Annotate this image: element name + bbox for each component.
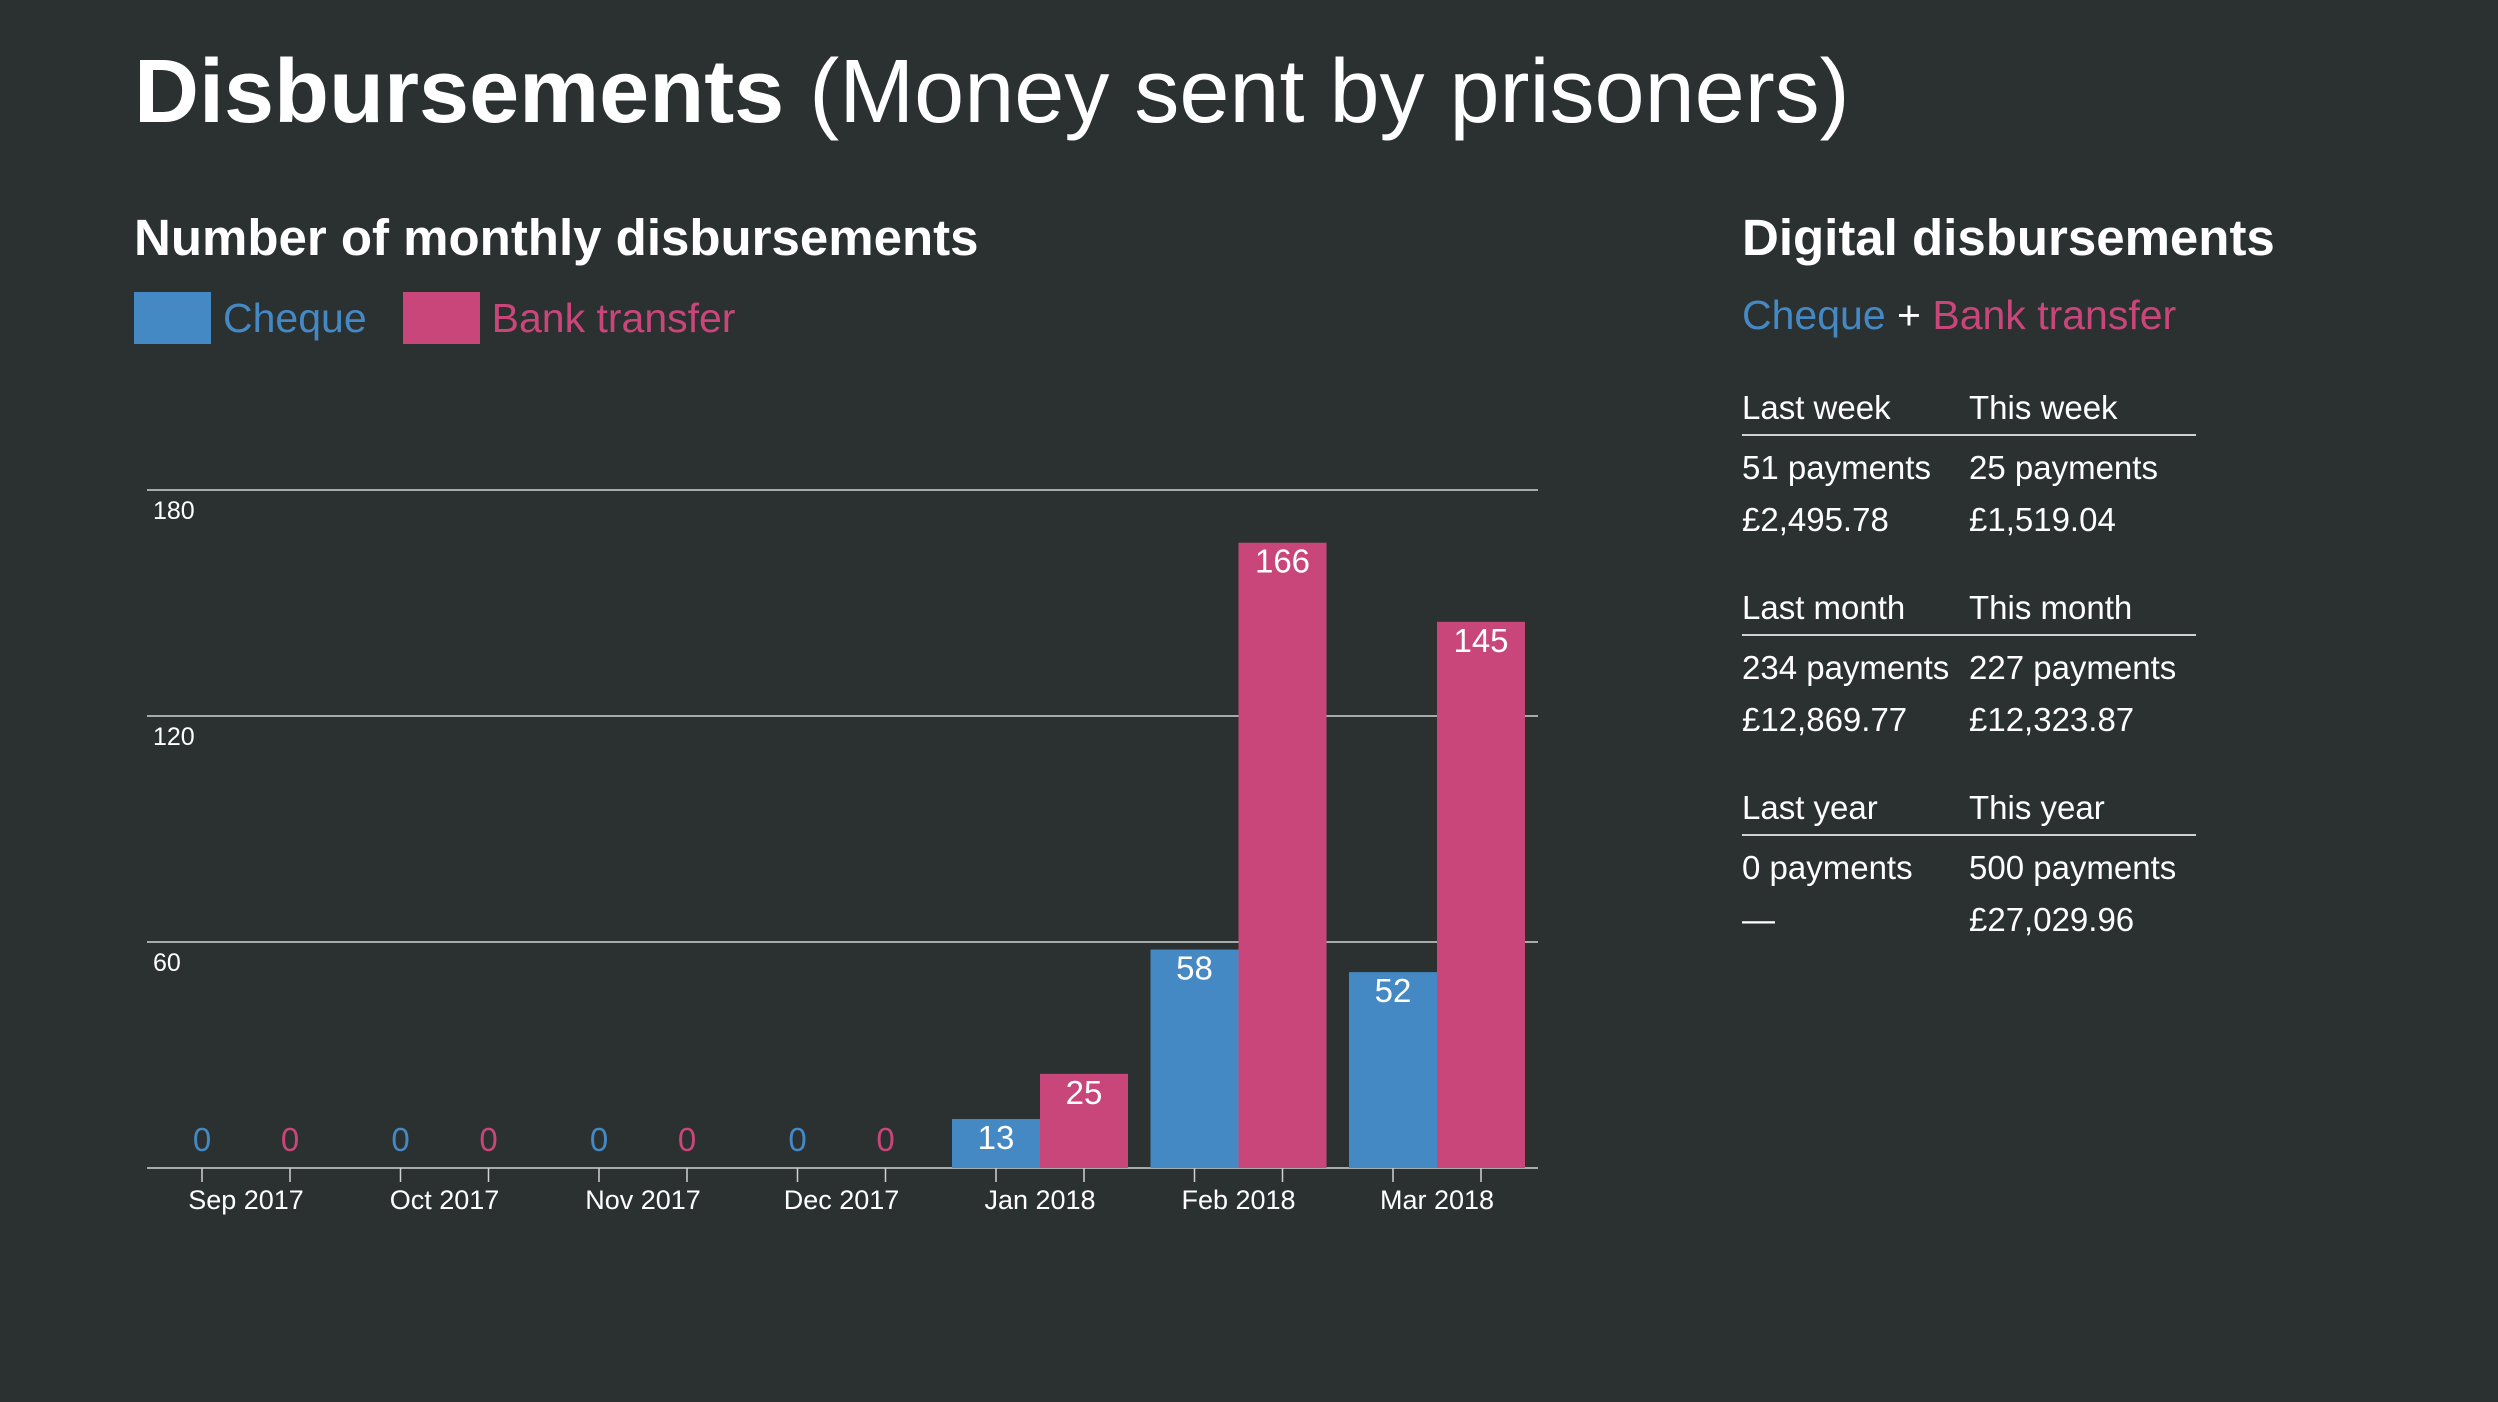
data-label: 166 bbox=[1255, 543, 1310, 580]
bar-bank-transfer bbox=[1040, 1073, 1128, 1168]
period-week: Last week This week 51 payments 25 payme… bbox=[1742, 388, 2196, 540]
side-subheading: Cheque + Bank transfer bbox=[1742, 290, 2302, 340]
bar-cheque bbox=[1150, 949, 1239, 1168]
period-prev-count: 234 payments bbox=[1742, 649, 1950, 686]
data-label: 0 bbox=[281, 1121, 299, 1158]
y-tick-label: 120 bbox=[153, 723, 195, 751]
x-tick-label: Mar 2018 bbox=[1380, 1185, 1494, 1215]
legend-item-bank-transfer: Bank transfer bbox=[402, 292, 736, 344]
page-title-subtitle: (Money sent by prisoners) bbox=[784, 42, 1850, 142]
x-tick-label: Jan 2018 bbox=[984, 1185, 1095, 1215]
x-tick-label: Nov 2017 bbox=[585, 1185, 701, 1215]
side-sub-plus: + bbox=[1885, 292, 1933, 338]
bar-cheque bbox=[952, 1119, 1040, 1168]
chart-legend: Cheque Bank transfer bbox=[134, 292, 771, 344]
data-label: 0 bbox=[788, 1121, 806, 1158]
period-curr-amount: £1,519.04 bbox=[1969, 501, 2116, 538]
side-heading: Digital disbursements bbox=[1742, 209, 2275, 266]
page-title: Disbursements (Money sent by prisoners) bbox=[134, 42, 1850, 142]
period-curr-count: 227 payments bbox=[1969, 649, 2177, 686]
legend-label-bank-transfer: Bank transfer bbox=[491, 294, 736, 341]
x-tick-label: Oct 2017 bbox=[390, 1185, 500, 1215]
period-curr-count: 25 payments bbox=[1969, 449, 2158, 486]
legend-label-cheque: Cheque bbox=[223, 294, 367, 341]
bar-cheque bbox=[1349, 972, 1437, 1168]
period-prev-count: 0 payments bbox=[1742, 849, 1913, 886]
digital-disbursements-panel: Digital disbursements Cheque + Bank tran… bbox=[1742, 208, 2302, 940]
period-prev-count: 51 payments bbox=[1742, 449, 1931, 486]
side-sub-cheque: Cheque bbox=[1742, 292, 1886, 338]
data-label: 52 bbox=[1375, 972, 1412, 1009]
period-prev-label: Last year bbox=[1742, 789, 1878, 826]
x-tick-label: Sep 2017 bbox=[188, 1185, 304, 1215]
period-prev-amount: £12,869.77 bbox=[1742, 701, 1908, 738]
period-curr-label: This year bbox=[1969, 789, 2105, 826]
period-prev-amount: £2,495.78 bbox=[1742, 501, 1889, 538]
period-month: Last month This month 234 payments 227 p… bbox=[1742, 588, 2196, 740]
period-year: Last year This year 0 payments 500 payme… bbox=[1742, 788, 2196, 940]
data-label: 0 bbox=[391, 1121, 409, 1158]
data-label: 0 bbox=[193, 1121, 211, 1158]
data-label: 0 bbox=[479, 1121, 497, 1158]
data-label: 25 bbox=[1066, 1074, 1103, 1111]
bar-bank-transfer bbox=[1238, 542, 1327, 1168]
x-tick-label: Feb 2018 bbox=[1181, 1185, 1295, 1215]
period-prev-amount: — bbox=[1742, 901, 1775, 938]
legend-swatch-bank-transfer bbox=[402, 292, 480, 344]
period-prev-label: Last week bbox=[1742, 389, 1891, 426]
period-curr-amount: £12,323.87 bbox=[1969, 701, 2135, 738]
y-tick-label: 180 bbox=[153, 497, 195, 525]
side-sub-bank: Bank transfer bbox=[1932, 292, 2177, 338]
data-label: 13 bbox=[978, 1119, 1015, 1156]
page-title-main: Disbursements bbox=[134, 42, 785, 142]
period-curr-label: This week bbox=[1969, 389, 2118, 426]
data-label: 145 bbox=[1453, 622, 1508, 659]
x-tick-label: Dec 2017 bbox=[784, 1185, 900, 1215]
data-label: 58 bbox=[1176, 950, 1213, 987]
chart-heading: Number of monthly disbursements bbox=[134, 209, 979, 266]
data-label: 0 bbox=[876, 1121, 894, 1158]
bar-bank-transfer bbox=[1437, 621, 1525, 1168]
period-prev-label: Last month bbox=[1742, 589, 1906, 626]
legend-swatch-cheque bbox=[134, 292, 211, 344]
period-curr-amount: £27,029.96 bbox=[1969, 901, 2135, 938]
legend-item-cheque: Cheque bbox=[134, 292, 367, 344]
bar-chart: 60 120 180 Sep 2017 0 0 Oct 2017 0 0 Nov 2017 0 0 De… bbox=[147, 489, 1538, 1215]
data-label: 0 bbox=[590, 1121, 608, 1158]
period-curr-label: This month bbox=[1969, 589, 2133, 626]
period-curr-count: 500 payments bbox=[1969, 849, 2177, 886]
data-label: 0 bbox=[678, 1121, 696, 1158]
y-tick-label: 60 bbox=[153, 949, 181, 977]
